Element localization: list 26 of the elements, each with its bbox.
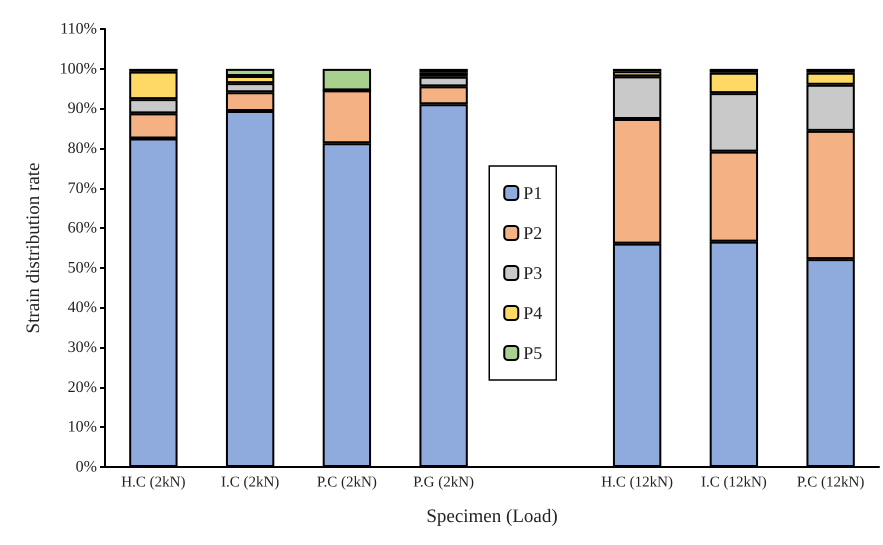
legend-label: P3	[523, 263, 542, 283]
x-tick-label: H.C (2kN)	[121, 474, 186, 490]
y-tick-label: 60%	[68, 220, 97, 237]
legend-label: P2	[523, 223, 542, 243]
legend-label: P5	[523, 343, 542, 363]
x-tick-label: I.C (2kN)	[220, 474, 280, 490]
y-tick-label: 50%	[68, 259, 97, 276]
y-tick-label: 30%	[68, 339, 97, 356]
y-tick-label: 80%	[68, 140, 97, 157]
y-tick-label: 110%	[60, 20, 97, 38]
x-tick-label: P.G (2kN)	[413, 474, 474, 490]
x-tick-label: I.C (12kN)	[700, 474, 767, 490]
y-tick-label: 70%	[68, 180, 97, 197]
y-axis-title: Strain distribution rate	[23, 162, 44, 334]
legend-label: P1	[523, 183, 542, 203]
y-tick-label: 0%	[76, 458, 97, 476]
y-tick-label: 90%	[68, 100, 97, 118]
y-tick-label: 20%	[68, 378, 97, 396]
x-axis-title: Specimen (Load)	[426, 506, 558, 527]
y-tick-label: 10%	[68, 418, 97, 436]
y-tick-label: 100%	[60, 60, 97, 78]
x-tick-label: P.C (12kN)	[796, 474, 864, 490]
legend-label: P4	[523, 303, 542, 323]
x-tick-label: P.C (2kN)	[316, 474, 377, 490]
x-tick-label: H.C (12kN)	[601, 474, 673, 490]
y-tick-label: 40%	[68, 299, 97, 316]
